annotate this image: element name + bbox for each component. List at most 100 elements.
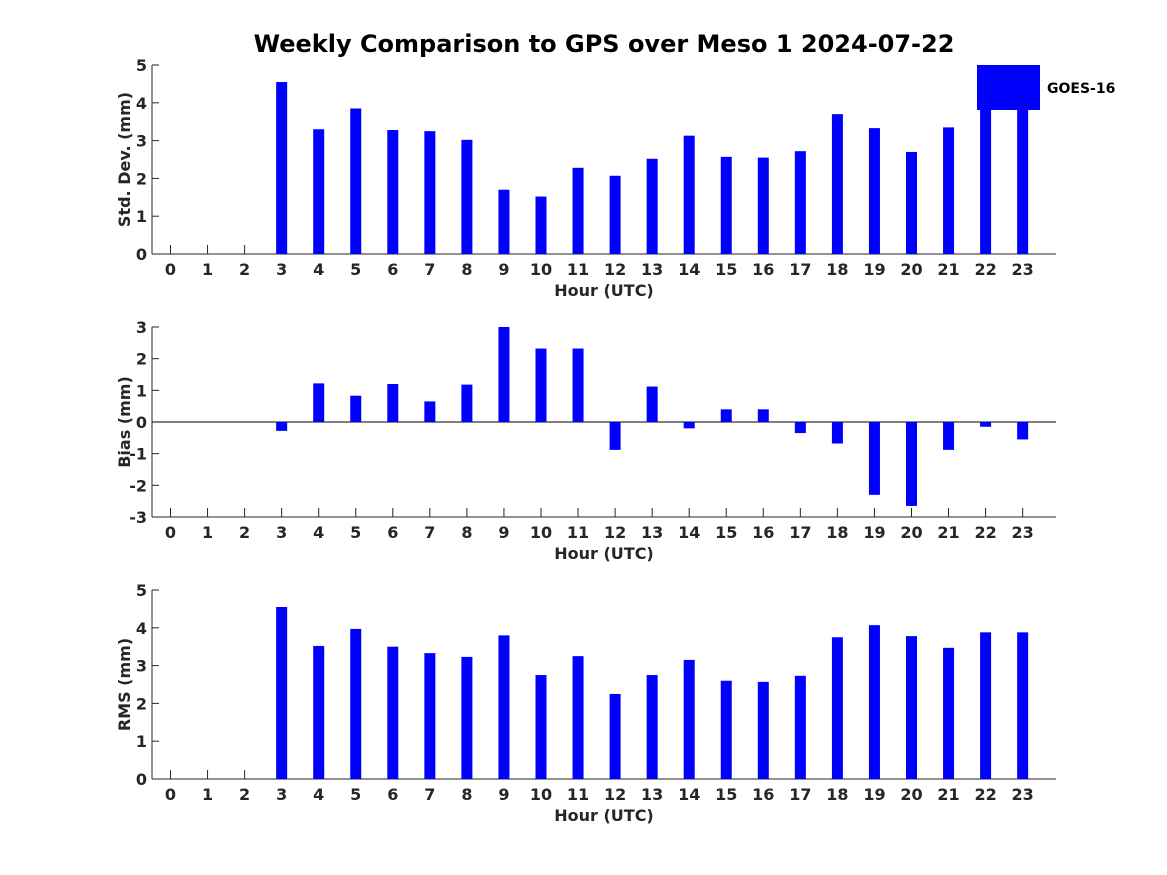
x-tick-label: 21	[937, 523, 959, 542]
rms-bar	[572, 656, 584, 779]
bias-bar	[943, 422, 955, 450]
x-tick-label: 19	[863, 785, 885, 804]
std-bar	[461, 139, 473, 254]
legend-label: GOES-16	[1047, 81, 1115, 97]
x-tick-label: 12	[604, 785, 626, 804]
rms-bar	[943, 647, 955, 779]
y-tick-label: 0	[136, 770, 147, 789]
y-tick-label: 2	[136, 694, 147, 713]
y-tick-label: 3	[136, 132, 147, 151]
bias-bar	[498, 327, 510, 422]
std-bar	[683, 135, 695, 254]
x-tick-label: 18	[826, 523, 848, 542]
bias-bar	[350, 395, 362, 422]
rms-x-label: Hour (UTC)	[554, 806, 654, 825]
rms-bar	[646, 675, 658, 779]
std-bar	[387, 130, 399, 254]
x-tick-label: 9	[498, 785, 509, 804]
x-tick-label: 8	[461, 523, 472, 542]
x-tick-label: 9	[498, 260, 509, 279]
bias-bar	[313, 383, 325, 422]
bias-x-label: Hour (UTC)	[554, 544, 654, 563]
std-bar	[794, 151, 806, 254]
x-tick-label: 22	[974, 785, 996, 804]
std-bar	[1017, 106, 1029, 254]
std-bar	[646, 158, 658, 254]
rms-bar	[831, 637, 843, 779]
x-tick-label: 8	[461, 260, 472, 279]
x-tick-label: 11	[567, 260, 589, 279]
x-tick-label: 18	[826, 260, 848, 279]
x-tick-label: 17	[789, 260, 811, 279]
std-bar	[757, 157, 769, 254]
bias-bar	[572, 348, 584, 422]
x-tick-label: 4	[313, 260, 324, 279]
x-tick-label: 21	[937, 785, 959, 804]
rms-bar	[424, 653, 436, 779]
std-bar	[980, 100, 992, 254]
x-tick-label: 12	[604, 523, 626, 542]
std-bar	[572, 167, 584, 254]
x-tick-label: 11	[567, 785, 589, 804]
x-tick-label: 15	[715, 260, 737, 279]
x-tick-label: 1	[202, 785, 213, 804]
rms-bar	[609, 693, 621, 779]
rms-bar	[461, 656, 473, 779]
bias-bar	[609, 422, 621, 450]
x-tick-label: 4	[313, 523, 324, 542]
x-tick-label: 17	[789, 523, 811, 542]
x-tick-label: 11	[567, 523, 589, 542]
x-tick-label: 12	[604, 260, 626, 279]
std-bar	[609, 175, 621, 254]
bias-bar	[720, 409, 732, 422]
x-tick-label: 15	[715, 523, 737, 542]
x-tick-label: 23	[1012, 523, 1034, 542]
y-tick-label: 4	[136, 94, 147, 113]
rms-bar	[498, 635, 510, 779]
y-tick-label: 1	[136, 732, 147, 751]
x-tick-label: 7	[424, 260, 435, 279]
x-tick-label: 5	[350, 260, 361, 279]
x-tick-label: 14	[678, 260, 700, 279]
bias-bar	[683, 422, 695, 429]
y-tick-label: 3	[136, 318, 147, 337]
bias-bar	[794, 422, 806, 434]
x-tick-label: 3	[276, 785, 287, 804]
std-x-label: Hour (UTC)	[554, 281, 654, 300]
rms-bar	[535, 675, 547, 779]
std-bar	[424, 131, 436, 254]
bias-bar	[906, 422, 917, 506]
x-tick-label: 20	[900, 523, 922, 542]
std-bar	[350, 108, 362, 254]
std-bar	[276, 82, 288, 254]
bias-bar	[461, 384, 473, 422]
bias-bar	[868, 422, 880, 495]
x-tick-label: 14	[678, 785, 700, 804]
std-bar	[535, 196, 547, 254]
x-tick-label: 16	[752, 260, 774, 279]
x-tick-label: 6	[387, 260, 398, 279]
rms-bar	[757, 681, 769, 779]
x-tick-label: 5	[350, 785, 361, 804]
y-tick-label: 5	[136, 581, 147, 600]
x-tick-label: 13	[641, 260, 663, 279]
bias-bar	[831, 422, 843, 444]
x-tick-label: 22	[974, 260, 996, 279]
x-tick-label: 15	[715, 785, 737, 804]
x-tick-label: 4	[313, 785, 324, 804]
std-bar	[906, 151, 917, 254]
y-tick-label: 1	[136, 381, 147, 400]
x-tick-label: 7	[424, 785, 435, 804]
y-tick-label: -3	[129, 508, 147, 527]
std-bar	[720, 156, 732, 254]
x-tick-label: 18	[826, 785, 848, 804]
y-tick-label: 2	[136, 350, 147, 369]
rms-bar	[868, 625, 880, 779]
x-tick-label: 9	[498, 523, 509, 542]
x-tick-label: 0	[165, 523, 176, 542]
rms-bar	[313, 645, 325, 779]
std-bar	[831, 114, 843, 254]
y-tick-label: 3	[136, 657, 147, 676]
